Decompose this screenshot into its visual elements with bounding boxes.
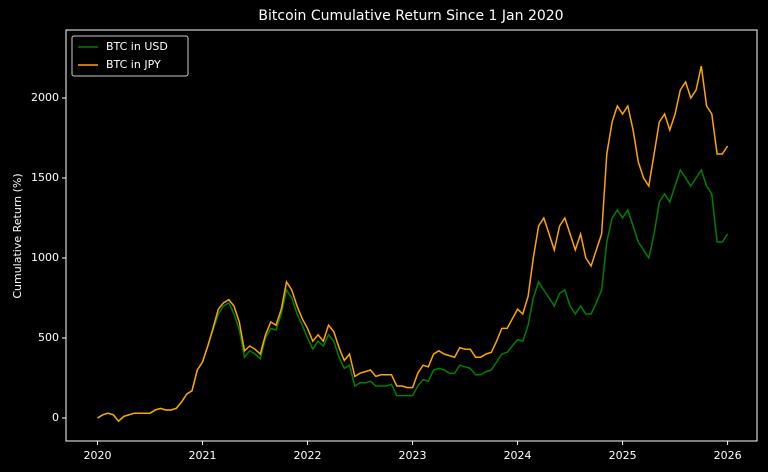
legend-label: BTC in USD [106, 40, 168, 53]
x-tick-label: 2026 [714, 449, 742, 462]
y-tick-label: 0 [52, 411, 59, 424]
series-line [97, 168, 729, 423]
y-axis-label: Cumulative Return (%) [11, 173, 24, 298]
x-tick-label: 2020 [84, 449, 112, 462]
x-tick-label: 2025 [609, 449, 637, 462]
x-tick-label: 2021 [189, 449, 217, 462]
plot-frame [65, 29, 758, 442]
chart-title: Bitcoin Cumulative Return Since 1 Jan 20… [258, 8, 563, 24]
x-tick-label: 2022 [294, 449, 322, 462]
x-tick-label: 2023 [399, 449, 427, 462]
y-tick-label: 1500 [31, 171, 59, 184]
y-tick-label: 1000 [31, 251, 59, 264]
x-tick-label: 2024 [504, 449, 532, 462]
series-line [97, 65, 729, 423]
y-tick-label: 2000 [31, 91, 59, 104]
y-tick-label: 500 [38, 331, 59, 344]
legend-label: BTC in JPY [106, 58, 161, 71]
legend-box [71, 35, 189, 77]
